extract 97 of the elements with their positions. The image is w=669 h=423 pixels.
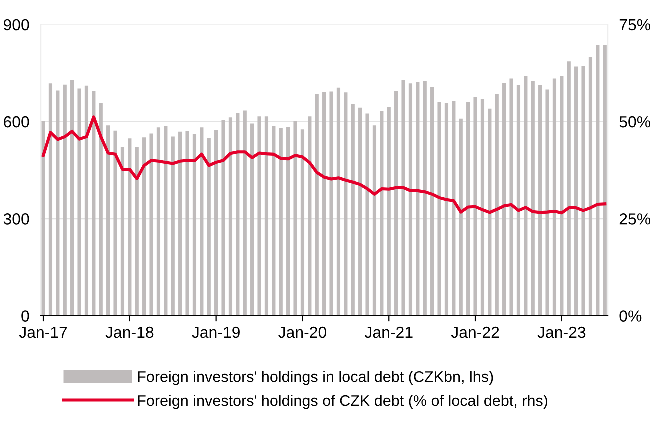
bar [63,84,67,316]
bar [546,90,550,316]
bar [452,101,456,316]
x-tick-label: Jan-23 [538,326,586,338]
bar [380,111,384,316]
bar [603,45,607,316]
bar [315,94,319,316]
bar [250,124,254,316]
bar [502,82,506,316]
bar [488,108,492,316]
bar [142,138,146,316]
x-tick-label: Jan-18 [106,326,154,338]
y-tick-label: 0 [22,310,30,322]
bar [279,128,283,316]
bar [178,132,182,316]
bar [531,81,535,316]
y2-tick-label: 25% [620,214,651,225]
bar [366,114,370,316]
y2-tick-label: 75% [620,19,651,31]
bar [84,86,89,316]
bar [408,84,413,316]
bar [495,94,499,316]
bar [308,116,312,316]
bar [286,126,290,316]
bar [516,85,521,316]
bar [596,45,600,316]
x-tick-label: Jan-20 [278,326,327,338]
bar [351,104,355,316]
bar [42,121,46,316]
y-tick-label: 900 [4,19,30,31]
x-tick-label: Jan-19 [192,326,240,338]
bar [92,91,96,316]
legend-label: Foreign investors' holdings of CZK debt (% of local debt, rhs) [138,395,548,410]
bar [171,136,175,316]
bar [114,130,118,316]
bar [186,132,190,316]
bar [78,88,82,316]
bar [588,57,593,316]
bar [222,120,226,316]
bar [582,66,586,316]
bar [552,78,557,316]
bar [106,126,110,316]
bar [48,84,53,316]
bar [56,90,60,316]
x-tick-label: Jan-22 [451,326,500,338]
x-tick-label: Jan-21 [364,326,413,338]
bar [438,102,442,316]
bar [258,116,262,316]
bar [164,126,168,316]
bar [423,81,427,316]
bar [128,138,132,316]
bar [480,99,485,316]
bar [207,138,211,316]
bar [574,66,578,316]
bar [416,82,420,316]
y-tick-label: 600 [4,116,30,128]
bar [358,108,362,316]
bar [150,134,154,316]
bar [243,110,247,316]
bar [192,134,197,316]
bar [336,88,341,316]
bar [567,62,571,316]
y-tick-label: 300 [4,214,30,225]
bar [402,80,406,316]
bar [236,113,240,316]
bar [156,128,161,316]
bar [70,80,74,316]
bar [200,128,204,316]
legend-label: Foreign investors' holdings in local debt (CZKbn, lhs) [138,371,494,386]
bar [99,103,103,316]
bar [272,126,276,316]
bar [474,98,478,316]
y2-tick-label: 50% [620,116,651,128]
bar [459,118,463,316]
line-series [42,116,607,215]
bar [264,116,269,316]
bar [387,108,391,316]
bar [228,118,233,316]
bar [322,92,326,316]
y2-tick-label: 0% [620,310,642,322]
x-tick-label: Jan-17 [19,327,68,338]
bar [394,91,398,316]
bar [294,121,298,316]
bar [466,102,470,316]
bar [135,147,139,316]
bar [430,87,434,316]
bar [330,92,334,316]
bar [524,76,528,316]
bar [510,78,514,316]
bar [372,126,377,316]
bar [300,130,305,316]
bar [560,76,564,316]
bar [120,147,125,316]
bar [444,103,449,316]
bar [538,85,542,316]
bar [214,130,218,316]
bar [344,92,348,316]
